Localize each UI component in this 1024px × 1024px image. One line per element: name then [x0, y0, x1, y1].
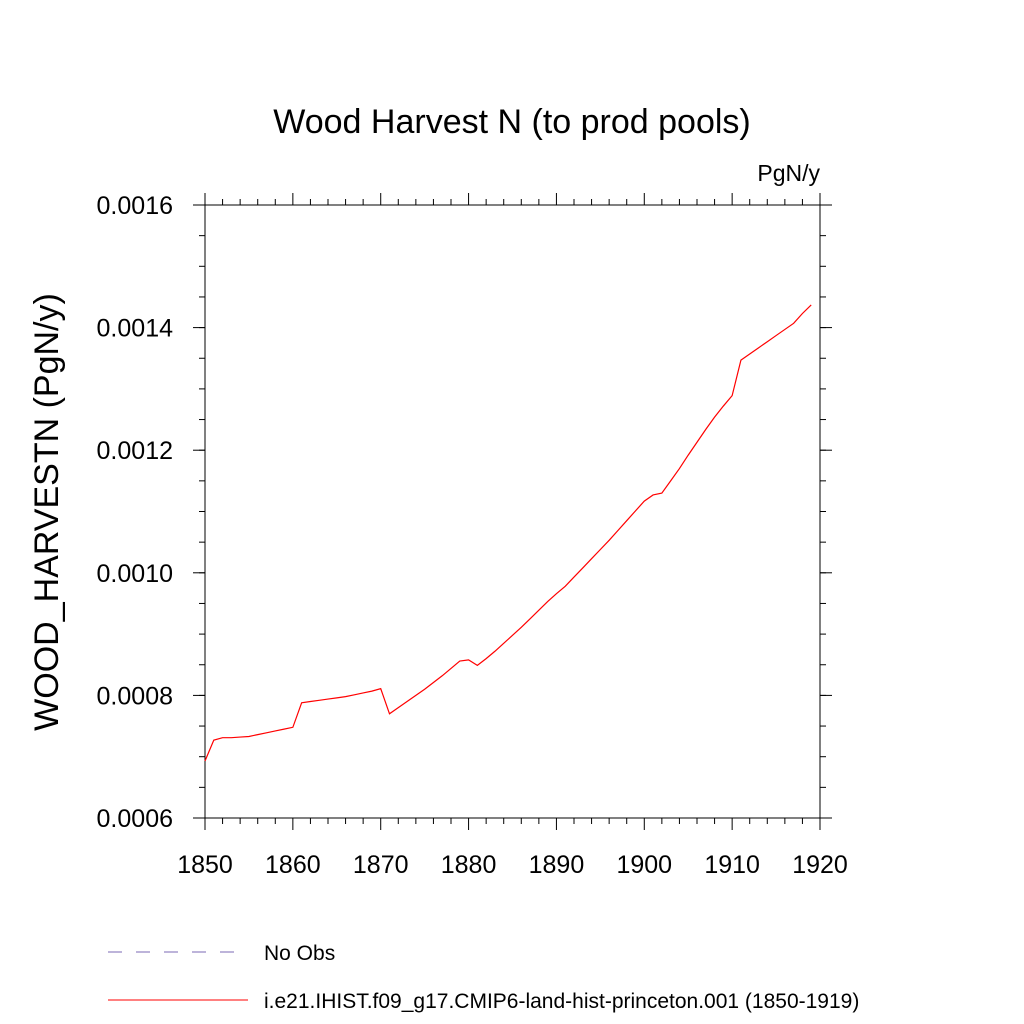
y-axis-label: WOOD_HARVESTN (PgN/y): [28, 293, 66, 731]
y-tick-label: 0.0006: [97, 805, 173, 833]
x-tick-label: 1880: [441, 851, 497, 879]
chart-title: Wood Harvest N (to prod pools): [273, 103, 750, 141]
series-line-1: [204, 304, 812, 762]
y-tick-label: 0.0010: [97, 560, 173, 588]
y-tick-label: 0.0016: [97, 192, 173, 220]
x-tick-label: 1850: [177, 851, 233, 879]
legend-label-1: i.e21.IHIST.f09_g17.CMIP6-land-hist-prin…: [264, 990, 859, 1013]
x-tick-label: 1900: [616, 851, 672, 879]
legend: No Obs i.e21.IHIST.f09_g17.CMIP6-land-his…: [108, 942, 859, 1013]
y-tick-label: 0.0008: [97, 682, 173, 710]
x-tick-label: 1860: [265, 851, 321, 879]
x-tick-label: 1910: [704, 851, 760, 879]
plot-area: 1850 1860 1870 1880 1890 1900 1910 1920 0.0006 0.…: [97, 192, 848, 879]
y-tick-label: 0.0012: [97, 437, 173, 465]
x-tick-label: 1870: [353, 851, 409, 879]
units-label: PgN/y: [757, 160, 820, 186]
plot-frame: [204, 204, 821, 819]
x-tick-label: 1920: [792, 851, 848, 879]
legend-label-0: No Obs: [264, 942, 335, 965]
x-tick-label: 1890: [529, 851, 585, 879]
y-tick-label: 0.0014: [97, 315, 174, 343]
